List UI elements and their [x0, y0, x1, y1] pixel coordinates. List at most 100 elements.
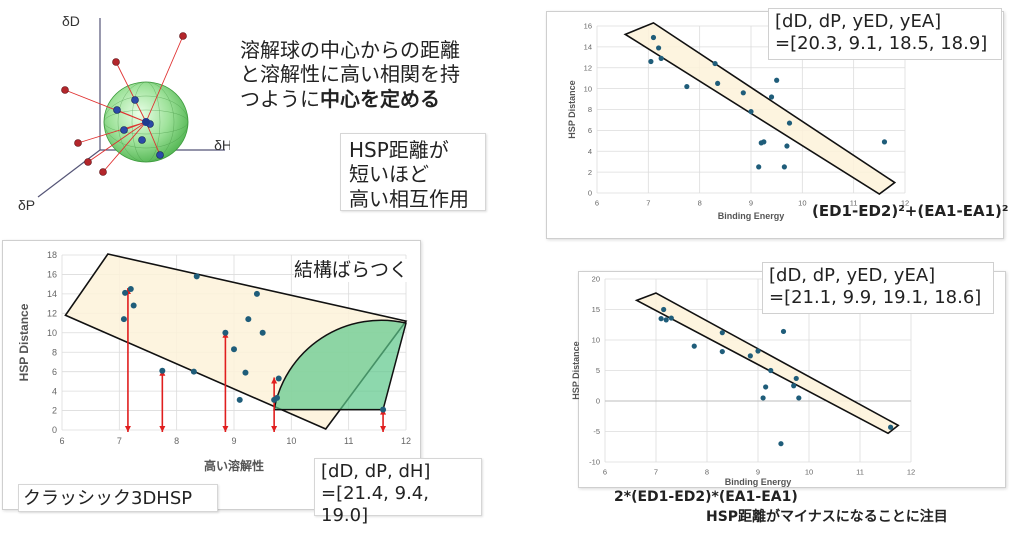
data-point [231, 346, 237, 353]
data-point [668, 315, 674, 321]
y-tick-label: 16 [584, 22, 592, 31]
x-tick-label: 8 [705, 468, 709, 477]
x-tick-label: 10 [805, 468, 813, 477]
data-point [793, 375, 799, 382]
data-point [122, 289, 129, 296]
arrow-head-bottom [222, 426, 229, 432]
y-tick-label: 15 [592, 305, 600, 314]
chart-br-formula: 2*(ED1-ED2)*(EA1-EA1) [614, 489, 798, 505]
y-tick-label: 0 [596, 397, 600, 406]
x-tick-label: 8 [698, 199, 702, 208]
x-tick-label: 11 [856, 468, 864, 477]
x-tick-label: 12 [901, 199, 909, 208]
axis-h-label: δH [214, 137, 230, 153]
y-tick-label: 6 [52, 367, 57, 377]
data-point [684, 83, 690, 90]
y-tick-label: -5 [593, 427, 600, 436]
data-point [881, 139, 888, 145]
y-axis-label: HSP Distance [571, 341, 581, 399]
hsp-sphere-diagram: δD δH δP [18, 13, 230, 213]
y-tick-label: 18 [47, 250, 57, 260]
data-point [242, 369, 249, 376]
y-tick-label: 4 [588, 147, 592, 156]
arrow-head-bottom [159, 426, 166, 432]
chart-br-result-line-2: =[21.1, 9.9, 19.1, 18.6] [769, 286, 982, 308]
data-point [781, 164, 787, 170]
y-axis-label: HSP Distance [567, 80, 577, 138]
x-tick-label: 12 [907, 468, 915, 477]
data-point [778, 441, 784, 447]
data-point [253, 290, 260, 297]
data-point [768, 94, 775, 100]
data-point [159, 367, 166, 374]
data-point [130, 302, 137, 309]
data-point [190, 368, 197, 375]
x-axis-label: Binding Energy [718, 211, 785, 221]
data-point [740, 90, 746, 96]
data-point [763, 384, 769, 390]
chart-left-annotation: 結構ばらつく [294, 259, 409, 283]
data-point [712, 60, 718, 67]
data-point [658, 55, 664, 61]
chart-left-caption: クラッシック3DHSP [18, 484, 218, 512]
axis-p-line [37, 149, 101, 198]
data-point [691, 343, 697, 349]
sphere-center [142, 118, 150, 126]
y-tick-label: 4 [52, 386, 57, 396]
x-tick-label: 7 [654, 468, 658, 477]
y-tick-label: 2 [588, 168, 592, 177]
data-point [661, 306, 667, 313]
data-point [127, 286, 134, 293]
y-tick-label: 20 [592, 275, 600, 284]
hsp-note-line-2: 短いほど [349, 162, 429, 187]
chart-br-result: [dD, dP, yED, yEA] =[21.1, 9.9, 19.1, 18… [762, 262, 994, 314]
y-tick-label: 16 [47, 270, 57, 280]
arrow-head-top [271, 377, 278, 384]
x-tick-label: 8 [174, 436, 179, 446]
data-point [719, 330, 725, 336]
data-point [222, 329, 229, 336]
data-point [784, 143, 790, 149]
x-tick-label: 6 [603, 468, 607, 477]
x-axis-label: Binding Energy [725, 477, 792, 487]
data-point [658, 316, 664, 322]
arrow-head-bottom [380, 426, 387, 432]
y-tick-label: 12 [584, 63, 592, 72]
data-point [774, 77, 780, 83]
y-tick-label: 8 [52, 347, 57, 357]
x-tick-label: 6 [59, 436, 64, 446]
arrow-head-bottom [124, 426, 131, 432]
hsp-note-line-1: HSP距離が [349, 138, 449, 162]
x-tick-label: 12 [401, 436, 411, 446]
intro-line-3: つように中心を定める [240, 87, 460, 111]
x-tick-label: 10 [286, 436, 296, 446]
chart-left-result: [dD, dP, dH] =[21.4, 9.4, 19.0] [314, 458, 482, 526]
data-point [755, 348, 761, 354]
trend-band [623, 21, 897, 196]
intro-line-3-prefix: つように [240, 86, 320, 111]
data-point [748, 108, 754, 115]
intro-line-1: 溶解球の中心からの距離 [240, 38, 460, 62]
chart-left-result-line-2: =[21.4, 9.4, 19.0] [321, 482, 429, 526]
data-point [274, 394, 280, 401]
data-point [791, 383, 797, 389]
x-tick-label: 6 [595, 199, 599, 208]
data-point [747, 353, 753, 359]
data-point [193, 273, 200, 280]
chart-br-note: HSP距離がマイナスになることに注目 [706, 509, 948, 525]
data-point [648, 58, 654, 65]
x-tick-label: 11 [344, 436, 353, 446]
data-point [786, 120, 793, 126]
y-tick-label: 5 [596, 366, 600, 375]
intro-text: 溶解球の中心からの距離 と溶解性に高い相関を持 つように中心を定める [240, 38, 460, 112]
x-tick-label: 7 [117, 436, 122, 446]
x-tick-label: 9 [749, 199, 753, 208]
y-axis-label: HSP Distance [17, 303, 31, 381]
chart-br-result-line-1: [dD, dP, yED, yEA] [769, 265, 936, 286]
data-point [760, 395, 766, 401]
x-tick-label: 11 [850, 199, 858, 208]
data-point [796, 395, 802, 401]
data-point [888, 424, 894, 430]
data-point [259, 329, 266, 336]
